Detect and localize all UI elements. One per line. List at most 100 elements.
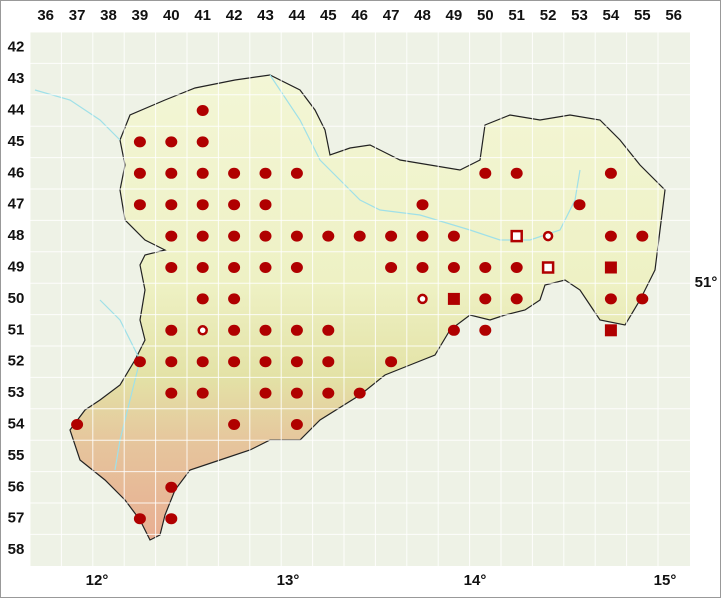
column-label: 46 [351,7,368,24]
record-dot [322,387,335,399]
column-label: 37 [69,7,86,24]
longitude-label: 13° [277,572,300,589]
record-dot [228,293,241,305]
record-dot [479,167,492,179]
row-label: 58 [8,541,25,558]
record-dot [510,167,523,179]
record-dot [165,513,178,525]
column-label: 50 [477,7,494,24]
column-label: 40 [163,7,180,24]
record-dot [228,230,241,242]
record-dot [259,387,272,399]
record-dot [385,230,398,242]
record-dot [447,324,460,336]
record-dot [385,262,398,273]
record-dot [259,356,272,368]
record-dot [228,199,241,211]
column-label: 36 [37,7,54,24]
record-dot [416,199,429,211]
longitude-label: 14° [464,572,487,589]
grid [29,31,690,566]
column-label: 49 [446,7,463,24]
record-dot [71,419,84,430]
column-label: 43 [257,7,274,24]
record-dot [196,230,209,242]
record-dot [259,324,272,336]
record-dot [165,167,178,179]
record-open-circle [542,230,554,242]
column-label: 52 [540,7,557,24]
record-dot [636,293,649,305]
record-dot [322,324,335,336]
longitude-label: 15° [654,572,677,589]
record-dot [196,136,209,148]
row-label: 42 [8,39,25,56]
record-dot [133,167,146,179]
record-dot [196,262,209,273]
row-label: 48 [8,227,25,244]
row-label: 46 [8,164,25,181]
record-dot [259,167,272,179]
row-label: 51 [8,321,25,338]
record-square [604,324,617,337]
record-dot [604,230,617,242]
record-dot [510,293,523,305]
row-label: 49 [8,258,25,275]
row-label: 50 [8,290,25,307]
record-dot [353,230,366,242]
record-dot [165,230,178,242]
record-open-circle [417,293,428,305]
record-open-circle [197,325,208,336]
record-dot [228,324,241,336]
record-dot [165,262,178,273]
record-dot [416,262,429,273]
record-dot [604,293,617,305]
record-dot [165,387,178,399]
record-dot [196,167,209,179]
record-dot [228,356,241,368]
record-dot [165,481,178,493]
record-dot [290,167,303,179]
record-dot [479,293,492,305]
record-open-square [510,229,523,243]
record-dot [290,387,303,399]
record-dot [290,356,303,368]
record-dot [228,167,241,179]
longitude-label: 12° [86,572,109,589]
column-label: 55 [634,7,651,24]
column-label: 51 [508,7,525,24]
row-label: 56 [8,478,25,495]
row-label: 55 [8,447,25,464]
record-dot [322,230,335,242]
column-label: 53 [571,7,588,24]
record-dot [196,356,209,368]
record-dot [447,230,460,242]
column-label: 41 [194,7,211,24]
record-dot [510,262,523,273]
column-label: 38 [100,7,117,24]
record-dot [447,262,460,273]
record-dot [290,230,303,242]
row-label: 47 [8,196,25,213]
row-label: 54 [8,415,25,432]
record-dot [259,262,272,273]
record-dot [133,199,146,211]
column-label: 45 [320,7,337,24]
record-dot [133,513,146,525]
record-dot [196,105,209,116]
column-label: 39 [132,7,149,24]
record-dot [636,230,649,242]
record-square [447,292,460,305]
record-dot [165,199,178,211]
record-dot [604,167,617,179]
record-dot [259,199,272,211]
record-dot [133,136,146,148]
latitude-label: 51° [695,274,718,291]
row-label: 45 [8,133,25,150]
record-dot [385,356,398,368]
record-dot [416,230,429,242]
record-dot [353,387,366,399]
row-label: 43 [8,70,25,87]
record-dot [479,324,492,336]
